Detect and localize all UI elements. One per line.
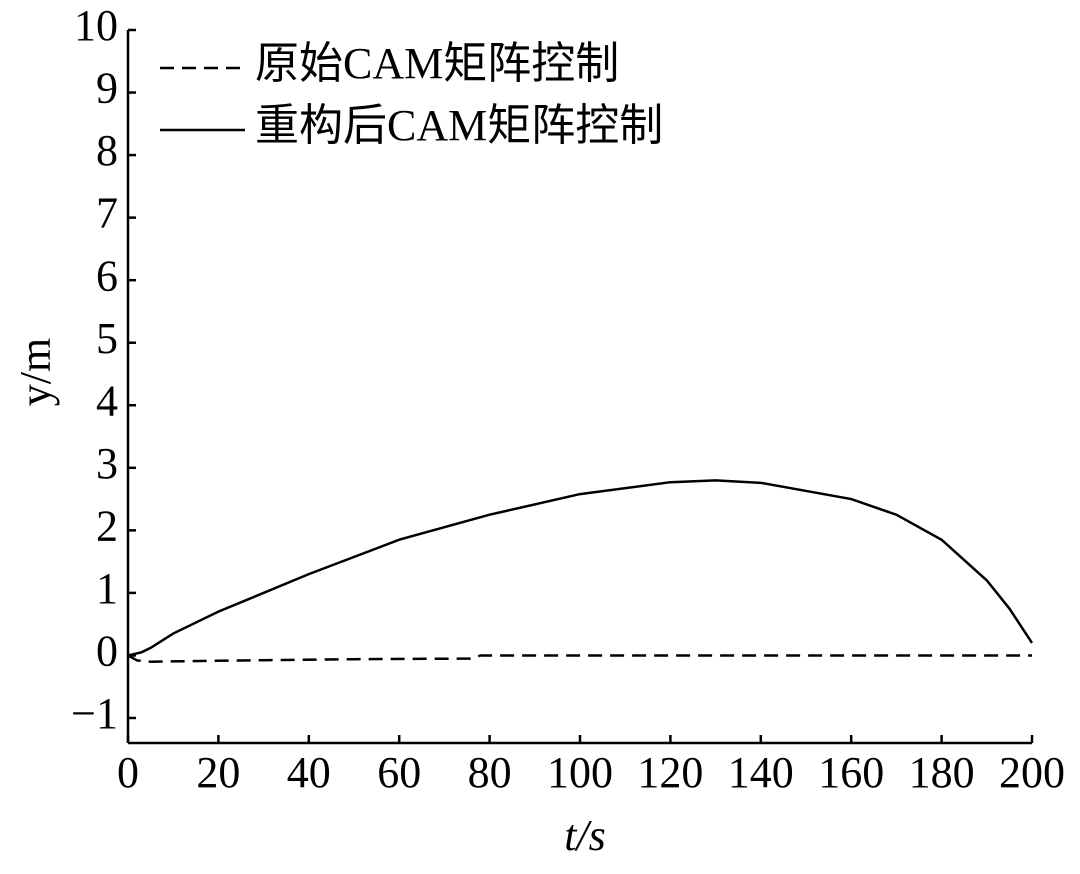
legend-label: 重构后CAM矩阵控制 <box>255 101 663 150</box>
x-tick-label: 40 <box>287 748 331 797</box>
y-tick-label: 2 <box>96 501 118 550</box>
series-line <box>127 479 1034 657</box>
series-line <box>127 654 1032 663</box>
y-tick-label: 0 <box>96 627 118 676</box>
y-tick-label: 5 <box>96 314 118 363</box>
y-tick-label: 7 <box>96 189 118 238</box>
y-tick-label: 1 <box>96 564 118 613</box>
legend-label: 原始CAM矩阵控制 <box>255 39 619 88</box>
x-tick-label: 160 <box>818 748 884 797</box>
x-tick-label: 140 <box>728 748 794 797</box>
x-axis-label: t/s <box>564 811 606 860</box>
x-tick-label: 120 <box>637 748 703 797</box>
x-tick-label: 80 <box>468 748 512 797</box>
x-tick-label: 60 <box>377 748 421 797</box>
y-tick-label: 6 <box>96 251 118 300</box>
y-tick-label: 9 <box>96 64 118 113</box>
y-tick-label: 3 <box>96 439 118 488</box>
y-tick-label: 8 <box>96 126 118 175</box>
x-tick-label: 0 <box>117 748 139 797</box>
y-tick-label: 10 <box>74 1 118 50</box>
y-axis-label: y/m <box>11 338 60 406</box>
x-tick-label: 20 <box>196 748 240 797</box>
x-tick-label: 100 <box>547 748 613 797</box>
x-tick-label: 180 <box>909 748 975 797</box>
y-tick-label: 4 <box>96 376 118 425</box>
x-tick-label: 200 <box>999 748 1065 797</box>
y-tick-label: −1 <box>71 689 118 738</box>
